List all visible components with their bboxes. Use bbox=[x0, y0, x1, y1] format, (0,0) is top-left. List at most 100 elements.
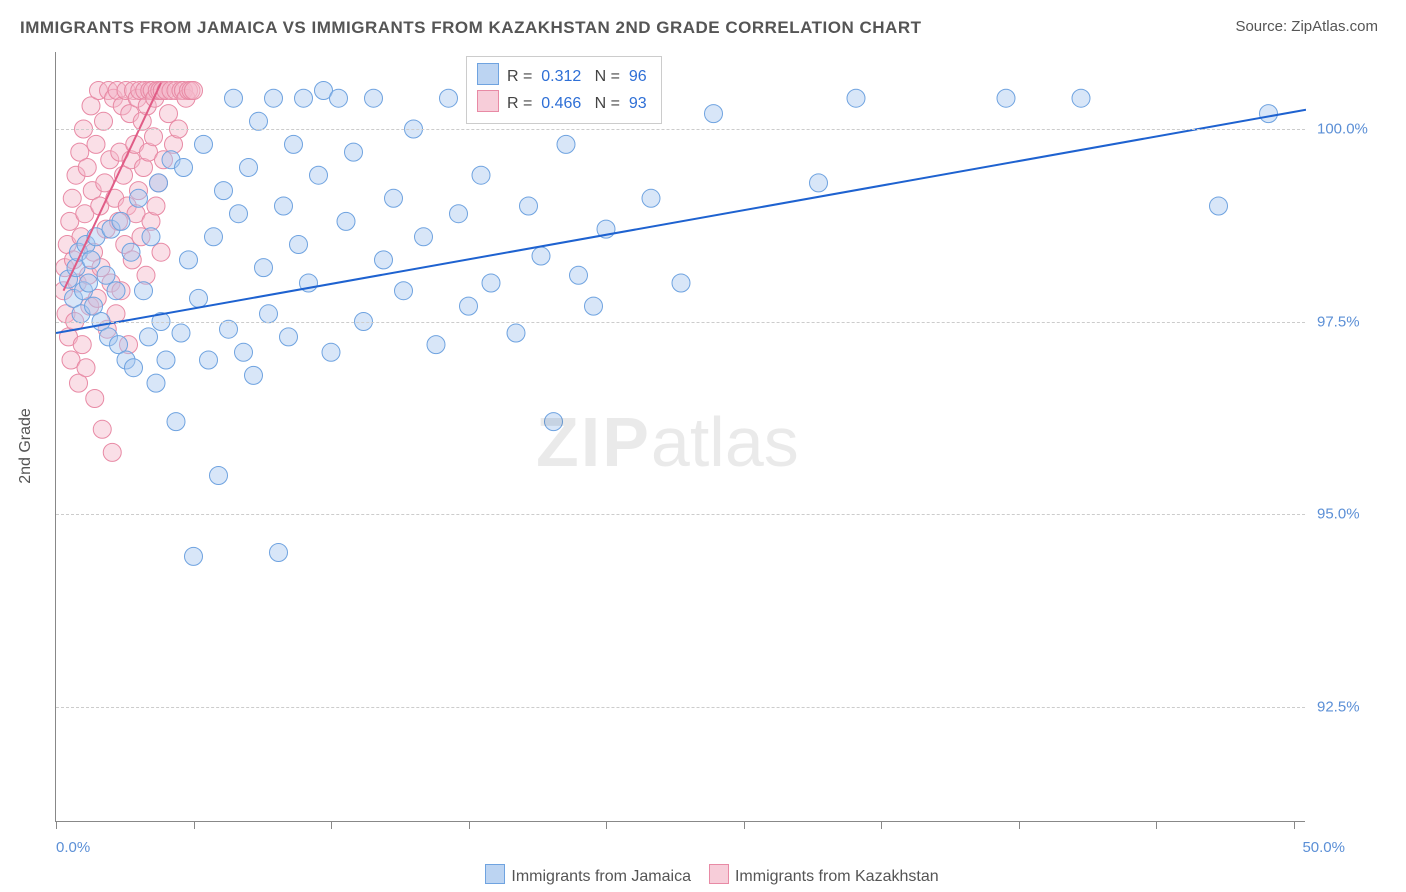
data-point bbox=[1260, 105, 1278, 123]
data-point bbox=[450, 205, 468, 223]
data-point bbox=[265, 89, 283, 107]
data-point bbox=[520, 197, 538, 215]
y-axis-label: 2nd Grade bbox=[17, 408, 35, 484]
stats-row: R = 0.312 N = 96 bbox=[477, 63, 647, 90]
data-point bbox=[78, 159, 96, 177]
legend-swatch bbox=[485, 864, 505, 884]
data-point bbox=[570, 266, 588, 284]
data-point bbox=[330, 89, 348, 107]
n-value: 93 bbox=[629, 95, 647, 112]
legend-swatch bbox=[477, 63, 499, 85]
data-point bbox=[215, 182, 233, 200]
data-point bbox=[1072, 89, 1090, 107]
gridline bbox=[56, 129, 1305, 130]
data-point bbox=[112, 212, 130, 230]
data-point bbox=[200, 351, 218, 369]
chart-title: IMMIGRANTS FROM JAMAICA VS IMMIGRANTS FR… bbox=[20, 18, 921, 38]
data-point bbox=[125, 359, 143, 377]
data-point bbox=[147, 197, 165, 215]
data-point bbox=[642, 189, 660, 207]
data-point bbox=[847, 89, 865, 107]
data-point bbox=[310, 166, 328, 184]
data-point bbox=[152, 243, 170, 261]
data-point bbox=[103, 443, 121, 461]
data-point bbox=[185, 547, 203, 565]
data-point bbox=[150, 174, 168, 192]
data-point bbox=[135, 282, 153, 300]
legend-label: Immigrants from Jamaica bbox=[511, 868, 691, 885]
x-max-label: 50.0% bbox=[1302, 839, 1345, 856]
data-point bbox=[205, 228, 223, 246]
data-point bbox=[142, 228, 160, 246]
r-value: 0.466 bbox=[541, 95, 581, 112]
data-point bbox=[440, 89, 458, 107]
x-tick bbox=[56, 821, 57, 829]
data-point bbox=[270, 544, 288, 562]
data-point bbox=[160, 105, 178, 123]
x-min-label: 0.0% bbox=[56, 839, 90, 856]
data-point bbox=[97, 266, 115, 284]
data-point bbox=[557, 135, 575, 153]
data-point bbox=[585, 297, 603, 315]
data-point bbox=[145, 128, 163, 146]
data-point bbox=[385, 189, 403, 207]
data-point bbox=[230, 205, 248, 223]
plot-area: ZIPatlas R = 0.312 N = 96R = 0.466 N = 9… bbox=[55, 52, 1305, 822]
data-point bbox=[375, 251, 393, 269]
gridline bbox=[56, 514, 1305, 515]
data-point bbox=[275, 197, 293, 215]
data-point bbox=[87, 135, 105, 153]
data-point bbox=[280, 328, 298, 346]
data-point bbox=[167, 413, 185, 431]
data-point bbox=[220, 320, 238, 338]
y-tick-label: 100.0% bbox=[1317, 121, 1368, 138]
data-point bbox=[107, 282, 125, 300]
data-point bbox=[322, 343, 340, 361]
y-tick-label: 95.0% bbox=[1317, 506, 1360, 523]
data-point bbox=[86, 390, 104, 408]
y-tick-label: 92.5% bbox=[1317, 698, 1360, 715]
data-point bbox=[365, 89, 383, 107]
data-point bbox=[140, 328, 158, 346]
legend-swatch bbox=[477, 90, 499, 112]
data-point bbox=[240, 159, 258, 177]
data-point bbox=[337, 212, 355, 230]
data-point bbox=[185, 82, 203, 100]
stats-legend-box: R = 0.312 N = 96R = 0.466 N = 93 bbox=[466, 56, 662, 124]
data-point bbox=[672, 274, 690, 292]
data-point bbox=[210, 467, 228, 485]
data-point bbox=[472, 166, 490, 184]
bottom-legend: Immigrants from Jamaica Immigrants from K… bbox=[0, 864, 1406, 886]
data-point bbox=[460, 297, 478, 315]
data-point bbox=[255, 259, 273, 277]
data-point bbox=[190, 289, 208, 307]
data-point bbox=[122, 243, 140, 261]
data-point bbox=[295, 89, 313, 107]
data-point bbox=[82, 251, 100, 269]
gridline bbox=[56, 322, 1305, 323]
data-point bbox=[997, 89, 1015, 107]
x-tick bbox=[1156, 821, 1157, 829]
data-point bbox=[415, 228, 433, 246]
data-point bbox=[73, 336, 91, 354]
x-tick bbox=[1019, 821, 1020, 829]
legend-swatch bbox=[709, 864, 729, 884]
data-point bbox=[157, 351, 175, 369]
data-point bbox=[545, 413, 563, 431]
stats-row: R = 0.466 N = 93 bbox=[477, 90, 647, 117]
x-tick bbox=[881, 821, 882, 829]
data-point bbox=[482, 274, 500, 292]
data-point bbox=[80, 274, 98, 292]
legend-label: Immigrants from Kazakhstan bbox=[735, 868, 939, 885]
data-point bbox=[290, 236, 308, 254]
data-point bbox=[195, 135, 213, 153]
data-point bbox=[180, 251, 198, 269]
data-point bbox=[172, 324, 190, 342]
x-tick bbox=[744, 821, 745, 829]
data-point bbox=[245, 366, 263, 384]
x-tick bbox=[194, 821, 195, 829]
data-point bbox=[225, 89, 243, 107]
r-value: 0.312 bbox=[541, 68, 581, 85]
x-tick bbox=[331, 821, 332, 829]
data-point bbox=[507, 324, 525, 342]
